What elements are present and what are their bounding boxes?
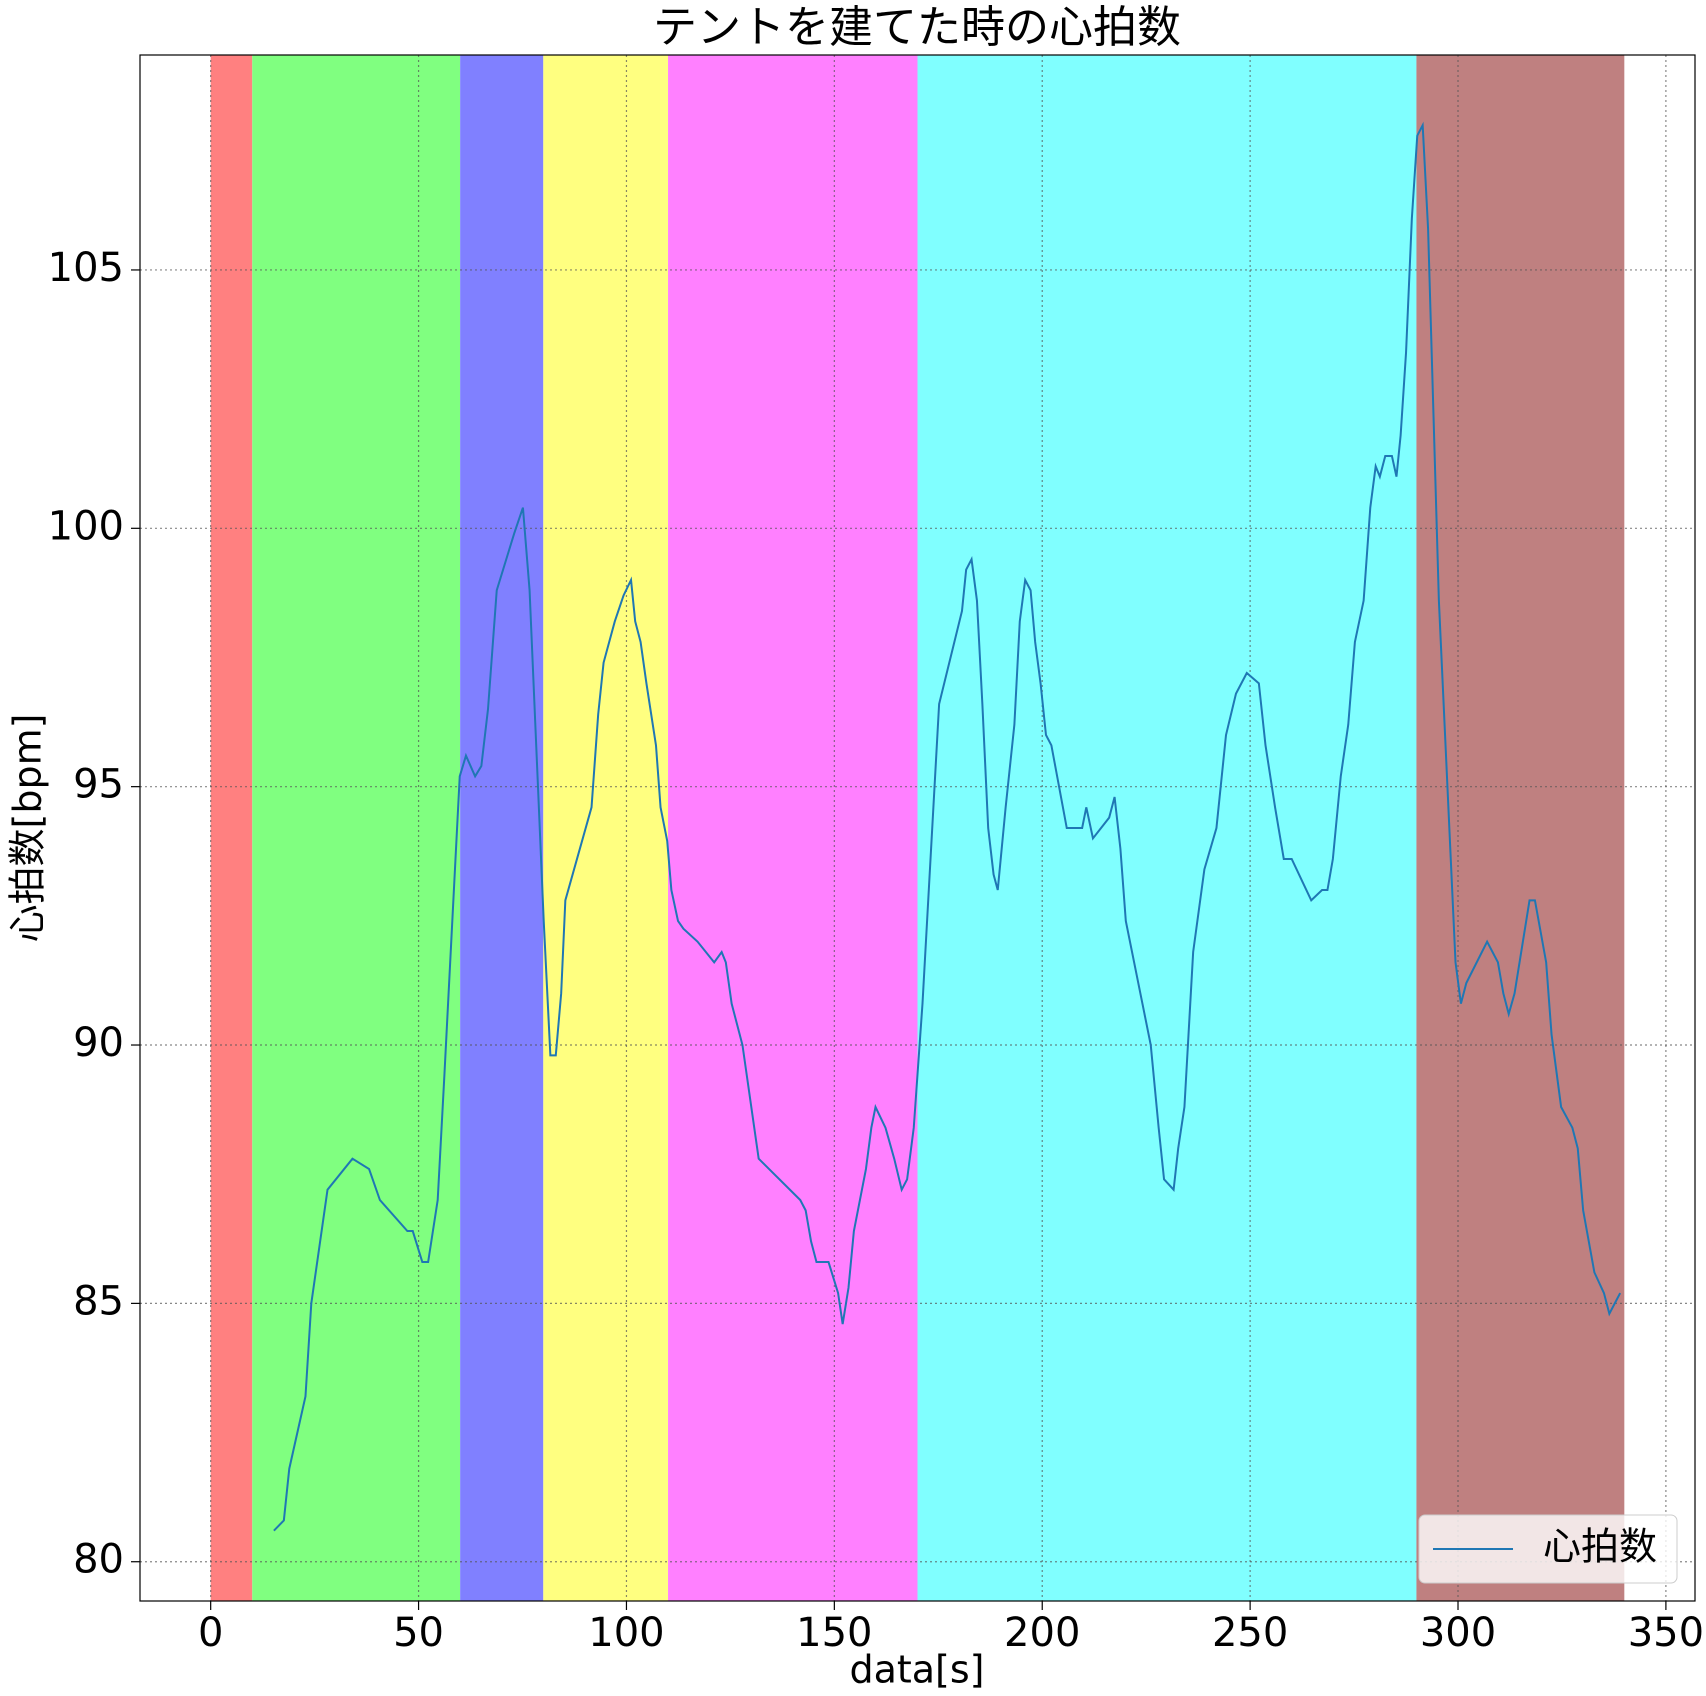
- legend-label: 心拍数: [1543, 1525, 1657, 1569]
- legend-box: [1418, 1514, 1678, 1584]
- x-axis-label: data[s]: [849, 1648, 984, 1692]
- x-tick-label: 250: [1212, 1610, 1288, 1656]
- y-tick-label: 100: [48, 503, 124, 549]
- span: [210, 55, 253, 1601]
- x-tick-label: 150: [796, 1610, 872, 1656]
- span: [917, 55, 1417, 1601]
- y-tick-label: 80: [73, 1537, 124, 1583]
- span: [252, 55, 461, 1601]
- x-tick-label: 50: [393, 1610, 444, 1656]
- y-tick-label: 85: [73, 1278, 124, 1324]
- y-tick-label: 105: [48, 245, 124, 291]
- span: [543, 55, 669, 1601]
- x-tick-label: 200: [1004, 1610, 1080, 1656]
- span: [668, 55, 918, 1601]
- plot-frame: [139, 54, 1696, 1602]
- y-tick-label: 95: [73, 762, 124, 808]
- x-tick-label: 0: [198, 1610, 223, 1656]
- span: [1416, 55, 1625, 1601]
- line: [273, 121, 1622, 1532]
- chart-title: テントを建てた時の心拍数: [653, 2, 1181, 53]
- x-tick-label: 300: [1420, 1610, 1496, 1656]
- span: [460, 55, 544, 1601]
- y-axis-label: 心拍数[bpm]: [6, 714, 50, 943]
- y-tick-label: 90: [73, 1020, 124, 1066]
- x-tick-label: 350: [1628, 1610, 1704, 1656]
- x-tick-label: 100: [588, 1610, 664, 1656]
